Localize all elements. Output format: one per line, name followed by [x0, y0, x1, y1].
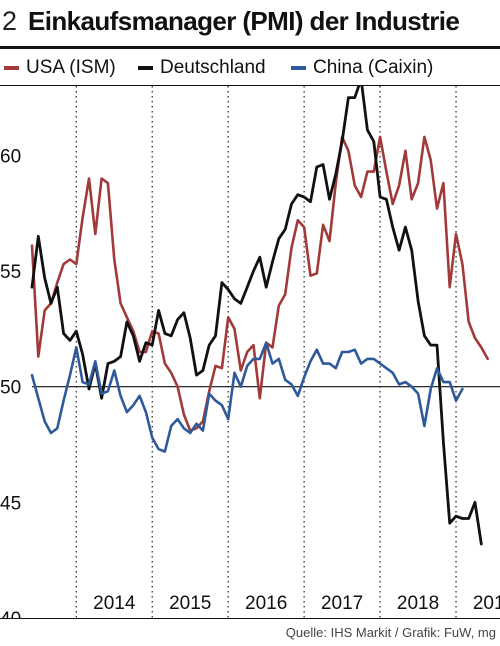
- legend-swatch-deutschland: [138, 66, 153, 70]
- figure-number: 2: [2, 6, 18, 36]
- legend-label-usa: USA (ISM): [26, 57, 116, 78]
- legend-swatch-usa: [4, 66, 19, 70]
- pmi-line-chart: 2014 2015 2016 2017 2018 2019 40 45 50 55 60: [0, 86, 500, 618]
- legend-label-deutschland: Deutschland: [160, 57, 266, 78]
- y-tick-label-60: 60: [0, 146, 21, 167]
- line-usa-ism: [30, 135, 490, 432]
- line-china-caixin: [30, 341, 464, 453]
- chart-title: Einkaufsmanager (PMI) der Industrie: [28, 6, 460, 36]
- legend-rule: [0, 85, 500, 86]
- legend-label-china: China (Caixin): [313, 57, 434, 78]
- x-tick-label-2018: 2018: [397, 593, 439, 614]
- legend-item-deutschland: Deutschland: [138, 55, 266, 81]
- x-tick-label-2015: 2015: [169, 593, 211, 614]
- y-tick-label-50: 50: [0, 378, 21, 399]
- y-tick-label-40: 40: [0, 609, 21, 618]
- top-rule: [0, 46, 500, 49]
- legend-item-china: China (Caixin): [291, 55, 433, 81]
- y-tick-label-55: 55: [0, 262, 21, 283]
- x-tick-label-2017: 2017: [321, 593, 363, 614]
- line-deutschland: [30, 86, 483, 546]
- x-tick-label-2019: 2019: [473, 593, 500, 614]
- source-note: Quelle: IHS Markit / Grafik: FuW, mg: [285, 625, 496, 640]
- legend-swatch-china: [291, 66, 306, 70]
- legend-item-usa: USA (ISM): [4, 55, 116, 81]
- bottom-rule: [0, 618, 500, 619]
- y-tick-label-45: 45: [0, 493, 21, 514]
- x-tick-label-2014: 2014: [93, 593, 136, 614]
- legend: USA (ISM) Deutschland China (Caixin): [0, 52, 500, 82]
- chart-header: 2 Einkaufsmanager (PMI) der Industrie: [0, 0, 500, 46]
- x-tick-label-2016: 2016: [245, 593, 287, 614]
